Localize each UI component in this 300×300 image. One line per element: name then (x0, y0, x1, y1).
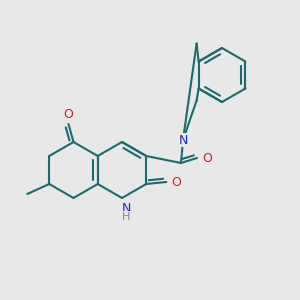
Text: O: O (202, 152, 212, 164)
Text: H: H (122, 212, 130, 222)
Text: O: O (171, 176, 181, 188)
Text: N: N (178, 134, 188, 146)
Text: O: O (64, 107, 74, 121)
Text: N: N (121, 202, 131, 214)
